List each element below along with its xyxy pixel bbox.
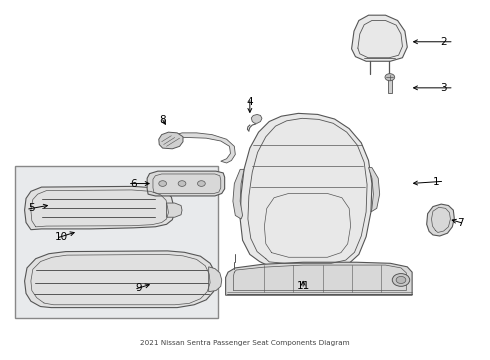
Text: 1: 1 — [433, 177, 440, 187]
Circle shape — [159, 181, 167, 186]
Text: 5: 5 — [28, 203, 35, 213]
Polygon shape — [233, 169, 244, 219]
Circle shape — [178, 181, 186, 186]
Circle shape — [392, 274, 410, 286]
Polygon shape — [24, 251, 216, 307]
Polygon shape — [368, 168, 380, 212]
Text: 9: 9 — [135, 283, 142, 293]
Circle shape — [197, 181, 205, 186]
Polygon shape — [240, 113, 372, 267]
Polygon shape — [251, 114, 262, 123]
Text: 2: 2 — [441, 37, 447, 47]
Text: 11: 11 — [296, 281, 310, 291]
Text: 8: 8 — [159, 115, 166, 125]
Text: 10: 10 — [54, 232, 68, 242]
Text: 7: 7 — [457, 217, 464, 228]
Polygon shape — [225, 262, 412, 295]
Polygon shape — [427, 204, 454, 236]
Polygon shape — [167, 203, 182, 217]
Text: 4: 4 — [246, 97, 253, 107]
Polygon shape — [176, 133, 235, 163]
Text: 2021 Nissan Sentra Passenger Seat Components Diagram: 2021 Nissan Sentra Passenger Seat Compon… — [140, 340, 350, 346]
Polygon shape — [352, 15, 407, 61]
Text: 3: 3 — [441, 83, 447, 93]
Bar — [15, 166, 219, 318]
Circle shape — [385, 74, 394, 81]
Polygon shape — [209, 267, 222, 292]
Bar — [388, 79, 392, 93]
Text: 6: 6 — [130, 179, 137, 189]
Polygon shape — [159, 132, 183, 149]
Polygon shape — [24, 186, 175, 230]
Polygon shape — [147, 171, 224, 196]
Circle shape — [396, 276, 406, 283]
